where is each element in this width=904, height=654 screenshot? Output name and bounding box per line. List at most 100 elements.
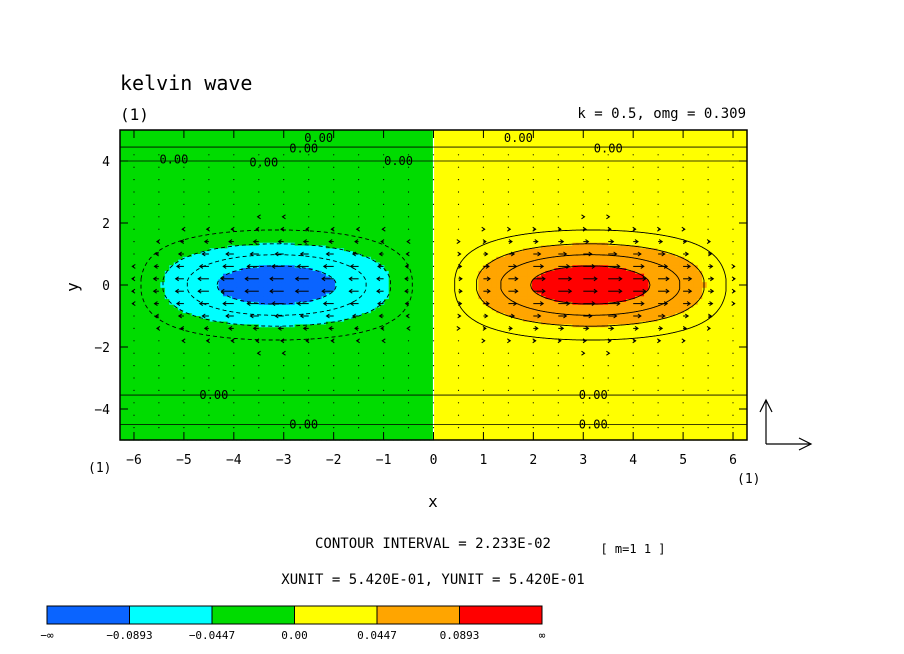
field-cell	[675, 135, 681, 140]
field-cell	[330, 135, 336, 140]
field-cell	[437, 175, 444, 179]
field-cell	[429, 161, 435, 165]
field-cell	[617, 144, 623, 148]
field-cell	[326, 161, 332, 165]
field-cell	[321, 169, 327, 173]
field-cell	[415, 138, 421, 142]
field-cell	[532, 158, 538, 162]
field-cell	[469, 141, 475, 145]
field-cell	[478, 163, 484, 168]
field-cell	[554, 144, 560, 148]
field-cell	[433, 152, 439, 156]
field-cell	[446, 149, 453, 154]
field-cell	[711, 175, 717, 179]
field-cell	[545, 155, 551, 159]
field-cell	[160, 146, 166, 151]
field-cell	[334, 183, 341, 187]
field-cell	[693, 158, 699, 162]
field-cell	[527, 146, 533, 151]
field-cell	[518, 130, 524, 134]
field-cell	[675, 155, 681, 159]
field-cell	[643, 149, 650, 154]
field-cell	[509, 144, 515, 148]
field-cell	[617, 175, 623, 179]
field-cell	[352, 161, 358, 165]
field-cell	[648, 130, 654, 134]
field-cell	[173, 130, 179, 134]
field-cell	[558, 183, 564, 187]
field-cell	[518, 169, 524, 173]
field-cell	[160, 149, 166, 154]
field-cell	[164, 166, 170, 171]
field-cell	[178, 177, 184, 182]
field-cell	[639, 155, 645, 159]
field-cell	[581, 180, 587, 185]
field-cell	[724, 177, 730, 182]
field-cell	[339, 155, 345, 159]
field-cell	[429, 144, 435, 148]
field-cell	[142, 186, 148, 190]
field-cell	[218, 155, 224, 159]
field-cell	[608, 158, 614, 162]
field-cell	[742, 166, 748, 171]
field-cell	[205, 183, 211, 187]
field-cell	[720, 163, 726, 168]
field-cell	[299, 158, 305, 162]
field-cell	[505, 155, 511, 159]
field-cell	[527, 132, 533, 137]
field-cell	[137, 141, 143, 145]
field-cell	[706, 175, 712, 179]
field-cell	[330, 155, 336, 159]
field-cell	[415, 177, 421, 182]
field-cell	[684, 169, 690, 173]
field-cell	[711, 132, 717, 137]
field-cell	[133, 138, 139, 142]
field-cell	[308, 158, 314, 162]
field-cell	[146, 186, 152, 190]
field-cell	[540, 180, 547, 185]
field-cell	[442, 169, 448, 173]
field-cell	[693, 135, 699, 140]
field-cell	[532, 161, 538, 165]
field-cell	[420, 141, 426, 145]
field-cell	[146, 158, 152, 162]
field-cell	[411, 138, 417, 142]
field-cell	[240, 175, 246, 179]
field-cell	[308, 132, 314, 137]
field-cell	[343, 132, 350, 137]
field-cell	[599, 161, 605, 165]
field-cell	[715, 175, 721, 179]
field-cell	[482, 132, 488, 137]
field-cell	[308, 135, 314, 140]
field-cell	[733, 172, 739, 176]
field-cell	[164, 144, 170, 148]
field-cell	[742, 132, 748, 137]
field-cell	[326, 146, 332, 151]
field-cell	[563, 130, 569, 134]
field-cell	[540, 175, 547, 179]
field-cell	[599, 158, 605, 162]
field-cell	[352, 158, 358, 162]
field-cell	[205, 175, 211, 179]
field-cell	[254, 172, 260, 176]
field-cell	[702, 180, 708, 185]
field-cell	[442, 158, 448, 162]
field-cell	[532, 175, 538, 179]
field-cell	[415, 152, 421, 156]
field-cell	[639, 183, 645, 187]
field-cell	[585, 135, 591, 140]
field-cell	[267, 163, 273, 168]
field-cell	[491, 183, 497, 187]
field-cell	[267, 180, 273, 185]
field-cell	[715, 155, 721, 159]
field-cell	[621, 177, 627, 182]
field-cell	[258, 152, 264, 156]
field-cell	[142, 175, 148, 179]
field-cell	[151, 175, 157, 179]
field-cell	[679, 161, 685, 165]
field-cell	[684, 146, 690, 151]
field-cell	[303, 161, 309, 165]
field-cell	[348, 144, 354, 148]
field-cell	[639, 135, 645, 140]
field-cell	[182, 163, 188, 168]
